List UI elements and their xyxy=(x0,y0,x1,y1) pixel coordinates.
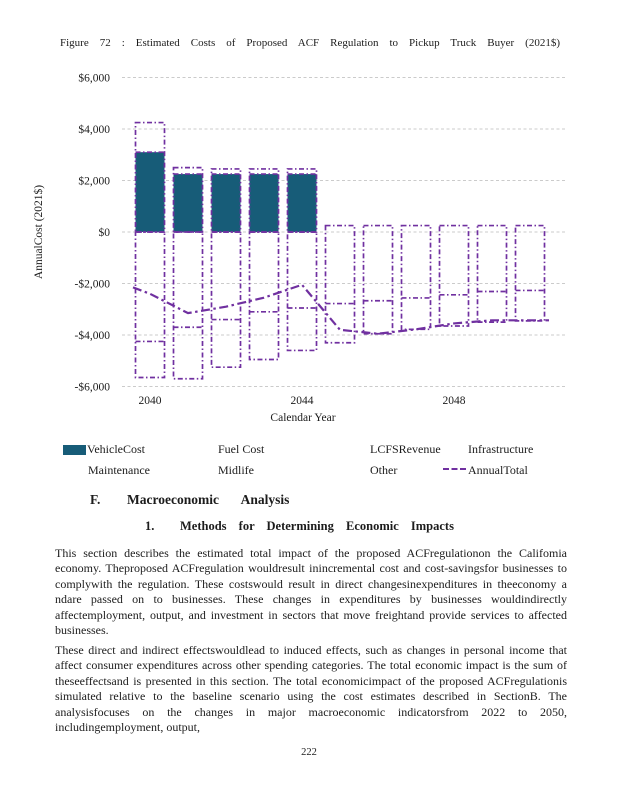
vehicle-cost-swatch xyxy=(63,444,86,455)
subsection-number: 1. xyxy=(145,519,155,533)
bar-outline-negative xyxy=(134,231,166,379)
section-title: Macroeconomic Analysis xyxy=(127,492,290,507)
y-axis-title: AnnualCost (2021$) xyxy=(32,185,45,279)
legend-item-maintenance: Maintenance xyxy=(88,463,150,478)
legend-label: Midlife xyxy=(218,463,254,477)
legend-item-other: Other xyxy=(370,463,397,478)
bar-outline xyxy=(324,224,356,344)
legend-item-midlife: Midlife xyxy=(218,463,254,478)
legend-label: Infrastructure xyxy=(468,442,534,456)
legend-item-infrastructure: Infrastructure xyxy=(468,442,533,457)
legend-item-lcfs-revenue: LCFSRevenue xyxy=(370,442,441,457)
legend-item-fuel-cost: Fuel Cost xyxy=(218,442,264,457)
y-tick-label: -$4,000 xyxy=(75,329,111,342)
legend-label: Other xyxy=(370,463,398,477)
bar-vehicle-cost xyxy=(211,174,241,232)
legend-label: Fuel Cost xyxy=(218,442,265,456)
cost-chart-svg: $6,000 $4,000 $2,000 $0 -$2,000 -$4,000 -$6,00… xyxy=(32,72,565,424)
x-tick-label: 2040 xyxy=(139,395,162,407)
y-tick-label: -$6,000 xyxy=(75,381,111,394)
bar-outline xyxy=(362,224,394,335)
bar-outline-negative xyxy=(286,231,318,352)
legend-item-annual-total: AnnualTotal xyxy=(443,463,528,478)
annual-total-line xyxy=(132,283,549,335)
bar-vehicle-cost xyxy=(173,174,203,232)
subsection-heading: 1. Methods for Determining Economic Impac… xyxy=(145,519,454,534)
legend-label: AnnualTotal xyxy=(468,463,528,477)
bar-outline xyxy=(400,224,432,331)
y-tick-label: $2,000 xyxy=(78,175,110,188)
section-heading: F. Macroeconomic Analysis xyxy=(90,492,289,508)
annual-total-line-swatch xyxy=(443,467,466,470)
y-tick-label: $6,000 xyxy=(78,72,110,85)
y-tick-label: $4,000 xyxy=(78,123,110,136)
bar-vehicle-cost xyxy=(135,152,165,232)
body-paragraph: This section describes the estimated tot… xyxy=(55,546,567,638)
page-number: 222 xyxy=(301,747,317,758)
bar-vehicle-cost xyxy=(287,174,317,232)
legend-item-vehicle-cost: VehicleCost xyxy=(63,442,145,457)
bar-vehicle-cost xyxy=(249,174,279,232)
x-tick-label: 2044 xyxy=(291,395,314,407)
body-paragraph: These direct and indirect effectswouldle… xyxy=(55,643,567,735)
x-axis-title: Calendar Year xyxy=(270,412,335,424)
bar-outline xyxy=(438,224,470,327)
figure-caption: Figure 72 : Estimated Costs of Proposed … xyxy=(60,37,560,49)
section-number: F. xyxy=(90,492,101,507)
legend-label: VehicleCost xyxy=(87,442,145,456)
legend-label: Maintenance xyxy=(88,463,150,477)
bar-outline-negative xyxy=(248,231,280,361)
x-tick-label: 2048 xyxy=(443,395,466,407)
bar-outline xyxy=(476,224,508,323)
bar-outline-negative xyxy=(172,231,204,380)
y-tick-label: -$2,000 xyxy=(75,278,111,291)
chart-canvas: $6,000 $4,000 $2,000 $0 -$2,000 -$4,000 -$6,00… xyxy=(32,72,565,424)
bar-outline xyxy=(514,224,546,322)
legend-label: LCFSRevenue xyxy=(370,442,441,456)
y-tick-label: $0 xyxy=(99,226,111,239)
subsection-title: Methods for Determining Economic Impacts xyxy=(180,519,454,533)
bar-outline-negative xyxy=(210,231,242,369)
